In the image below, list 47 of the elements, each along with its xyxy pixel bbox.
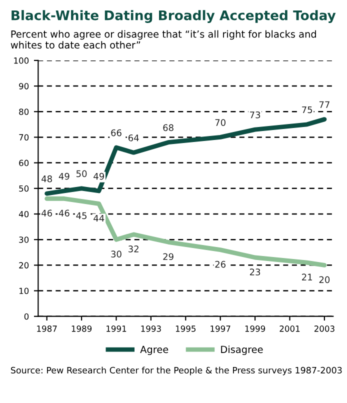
data-label: 23 <box>250 268 260 276</box>
chart-title: Black-White Dating Broadly Accepted Today <box>12 10 336 23</box>
x-tick-label: 2003 <box>314 326 334 332</box>
data-label: 49 <box>94 172 104 180</box>
data-label: 46 <box>42 210 52 217</box>
x-tick-label: 2001 <box>280 326 300 332</box>
data-label: 20 <box>319 276 330 284</box>
legend-label: Agree <box>140 346 168 355</box>
x-tick-label: 1993 <box>141 326 161 332</box>
data-label: 29 <box>163 253 174 260</box>
data-label: 32 <box>128 246 138 252</box>
y-tick-label: 10 <box>19 288 29 294</box>
data-label: 75 <box>302 106 312 114</box>
x-tick-label: 1991 <box>106 326 126 332</box>
y-tick-label: 30 <box>19 236 29 243</box>
legend-label: Disagree <box>221 346 263 355</box>
data-label: 66 <box>111 129 122 136</box>
data-label: 77 <box>319 101 330 108</box>
x-tick-label: 1997 <box>210 326 230 332</box>
y-tick-label: 40 <box>18 210 29 218</box>
y-tick-label: 20 <box>19 262 29 268</box>
data-label: 64 <box>128 134 139 142</box>
data-label: 45 <box>76 212 86 220</box>
x-tick-label: 1989 <box>72 326 92 332</box>
y-tick-label: 60 <box>19 160 29 166</box>
x-tick-label: 1995 <box>176 326 196 332</box>
data-label: 30 <box>111 250 122 258</box>
data-label: 44 <box>94 214 104 222</box>
data-label: 73 <box>250 111 260 118</box>
data-label: 26 <box>215 260 226 268</box>
x-tick-label: 1999 <box>245 326 266 332</box>
data-label: 49 <box>58 172 70 180</box>
chart-subtitle: Percent who agree or disagree that “it’s all right for blacks and whites to date each other” <box>10 30 316 49</box>
y-tick-label: 0 <box>24 313 29 320</box>
data-label: 50 <box>76 170 87 178</box>
y-tick-label: 80 <box>19 108 29 115</box>
source-note: Source: Pew Research Center for the People & the Press surveys 1987-2003 <box>10 366 342 376</box>
y-tick-label: 70 <box>19 134 29 141</box>
data-label: 48 <box>42 175 52 182</box>
y-tick-label: 90 <box>19 83 29 90</box>
y-tick-label: 50 <box>19 185 29 192</box>
data-label: 21 <box>302 274 312 280</box>
data-label: 70 <box>215 119 226 126</box>
y-tick-label: 100 <box>14 57 29 64</box>
data-label: 46 <box>58 210 70 217</box>
data-label: 68 <box>163 124 174 132</box>
x-tick-label: 1987 <box>37 326 57 332</box>
